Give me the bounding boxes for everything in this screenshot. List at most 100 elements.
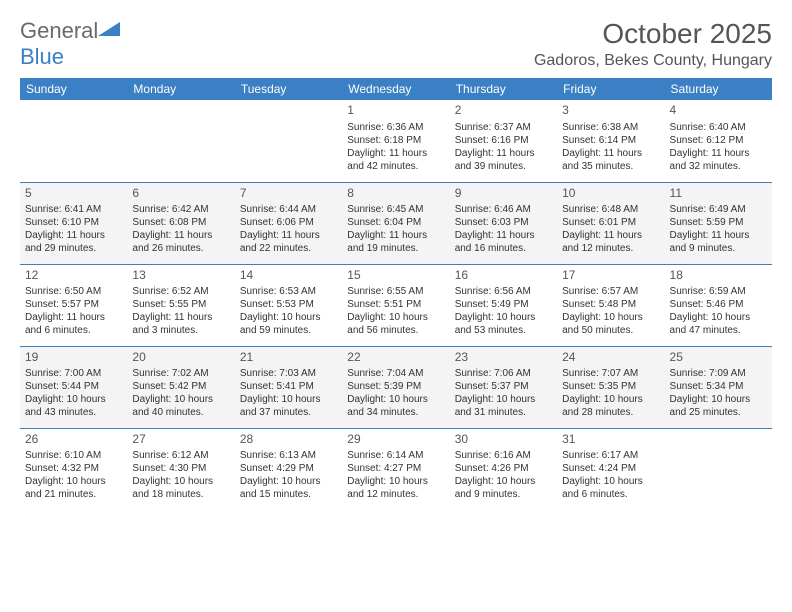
day-info: Sunrise: 6:12 AMSunset: 4:30 PMDaylight:…: [132, 449, 229, 501]
weekday-header: Sunday: [20, 78, 127, 100]
day-info: Sunrise: 6:56 AMSunset: 5:49 PMDaylight:…: [455, 285, 552, 337]
day-number: 30: [455, 432, 552, 448]
calendar-cell: [665, 428, 772, 510]
calendar-cell: 31Sunrise: 6:17 AMSunset: 4:24 PMDayligh…: [557, 428, 664, 510]
day-info: Sunrise: 6:40 AMSunset: 6:12 PMDaylight:…: [670, 121, 767, 173]
calendar-cell: 27Sunrise: 6:12 AMSunset: 4:30 PMDayligh…: [127, 428, 234, 510]
day-info: Sunrise: 6:46 AMSunset: 6:03 PMDaylight:…: [455, 203, 552, 255]
day-number: 16: [455, 268, 552, 284]
day-info: Sunrise: 6:55 AMSunset: 5:51 PMDaylight:…: [347, 285, 444, 337]
calendar-cell: 7Sunrise: 6:44 AMSunset: 6:06 PMDaylight…: [235, 182, 342, 264]
calendar-row: 26Sunrise: 6:10 AMSunset: 4:32 PMDayligh…: [20, 428, 772, 510]
day-number: 9: [455, 186, 552, 202]
logo-triangle-icon: [98, 22, 120, 38]
header: General Blue October 2025 Gadoros, Bekes…: [20, 18, 772, 70]
day-info: Sunrise: 7:02 AMSunset: 5:42 PMDaylight:…: [132, 367, 229, 419]
calendar-cell: 20Sunrise: 7:02 AMSunset: 5:42 PMDayligh…: [127, 346, 234, 428]
day-number: 5: [25, 186, 122, 202]
day-number: 7: [240, 186, 337, 202]
weekday-header: Saturday: [665, 78, 772, 100]
day-number: 1: [347, 103, 444, 119]
day-info: Sunrise: 7:03 AMSunset: 5:41 PMDaylight:…: [240, 367, 337, 419]
calendar-cell: 25Sunrise: 7:09 AMSunset: 5:34 PMDayligh…: [665, 346, 772, 428]
day-number: 14: [240, 268, 337, 284]
day-number: 25: [670, 350, 767, 366]
logo: General Blue: [20, 18, 120, 70]
calendar-header: SundayMondayTuesdayWednesdayThursdayFrid…: [20, 78, 772, 100]
day-info: Sunrise: 7:04 AMSunset: 5:39 PMDaylight:…: [347, 367, 444, 419]
day-info: Sunrise: 6:42 AMSunset: 6:08 PMDaylight:…: [132, 203, 229, 255]
calendar-cell: 3 Sunrise: 6:38 AMSunset: 6:14 PMDaylight…: [557, 100, 664, 182]
day-info: Sunrise: 6:57 AMSunset: 5:48 PMDaylight:…: [562, 285, 659, 337]
calendar-cell: 1 Sunrise: 6:36 AMSunset: 6:18 PMDaylight…: [342, 100, 449, 182]
calendar-cell: [127, 100, 234, 182]
weekday-header: Wednesday: [342, 78, 449, 100]
calendar-table: SundayMondayTuesdayWednesdayThursdayFrid…: [20, 78, 772, 510]
calendar-cell: 23Sunrise: 7:06 AMSunset: 5:37 PMDayligh…: [450, 346, 557, 428]
day-info: Sunrise: 6:44 AMSunset: 6:06 PMDaylight:…: [240, 203, 337, 255]
calendar-cell: 15Sunrise: 6:55 AMSunset: 5:51 PMDayligh…: [342, 264, 449, 346]
month-title: October 2025: [534, 18, 772, 50]
day-number: 13: [132, 268, 229, 284]
calendar-row: 1 Sunrise: 6:36 AMSunset: 6:18 PMDaylight…: [20, 100, 772, 182]
day-info: Sunrise: 7:00 AMSunset: 5:44 PMDaylight:…: [25, 367, 122, 419]
day-number: 4: [670, 103, 767, 119]
day-info: Sunrise: 7:07 AMSunset: 5:35 PMDaylight:…: [562, 367, 659, 419]
day-info: Sunrise: 6:50 AMSunset: 5:57 PMDaylight:…: [25, 285, 122, 337]
day-number: 11: [670, 186, 767, 202]
logo-word1: General: [20, 18, 98, 43]
calendar-cell: [235, 100, 342, 182]
calendar-body: 1 Sunrise: 6:36 AMSunset: 6:18 PMDaylight…: [20, 100, 772, 510]
day-number: 17: [562, 268, 659, 284]
calendar-cell: 16Sunrise: 6:56 AMSunset: 5:49 PMDayligh…: [450, 264, 557, 346]
weekday-header: Monday: [127, 78, 234, 100]
day-info: Sunrise: 6:14 AMSunset: 4:27 PMDaylight:…: [347, 449, 444, 501]
day-info: Sunrise: 6:38 AMSunset: 6:14 PMDaylight:…: [562, 121, 659, 173]
calendar-cell: 11Sunrise: 6:49 AMSunset: 5:59 PMDayligh…: [665, 182, 772, 264]
day-number: 19: [25, 350, 122, 366]
calendar-cell: 9Sunrise: 6:46 AMSunset: 6:03 PMDaylight…: [450, 182, 557, 264]
day-number: 27: [132, 432, 229, 448]
location: Gadoros, Bekes County, Hungary: [534, 52, 772, 70]
day-info: Sunrise: 6:16 AMSunset: 4:26 PMDaylight:…: [455, 449, 552, 501]
day-info: Sunrise: 6:36 AMSunset: 6:18 PMDaylight:…: [347, 121, 444, 173]
calendar-cell: 14Sunrise: 6:53 AMSunset: 5:53 PMDayligh…: [235, 264, 342, 346]
calendar-cell: 29Sunrise: 6:14 AMSunset: 4:27 PMDayligh…: [342, 428, 449, 510]
day-info: Sunrise: 6:17 AMSunset: 4:24 PMDaylight:…: [562, 449, 659, 501]
calendar-row: 12Sunrise: 6:50 AMSunset: 5:57 PMDayligh…: [20, 264, 772, 346]
calendar-cell: 5Sunrise: 6:41 AMSunset: 6:10 PMDaylight…: [20, 182, 127, 264]
logo-text: General Blue: [20, 18, 120, 70]
calendar-cell: 22Sunrise: 7:04 AMSunset: 5:39 PMDayligh…: [342, 346, 449, 428]
day-number: 20: [132, 350, 229, 366]
calendar-cell: 17Sunrise: 6:57 AMSunset: 5:48 PMDayligh…: [557, 264, 664, 346]
weekday-header: Thursday: [450, 78, 557, 100]
calendar-cell: 28Sunrise: 6:13 AMSunset: 4:29 PMDayligh…: [235, 428, 342, 510]
calendar-cell: 6Sunrise: 6:42 AMSunset: 6:08 PMDaylight…: [127, 182, 234, 264]
day-number: 2: [455, 103, 552, 119]
day-info: Sunrise: 6:10 AMSunset: 4:32 PMDaylight:…: [25, 449, 122, 501]
calendar-row: 19Sunrise: 7:00 AMSunset: 5:44 PMDayligh…: [20, 346, 772, 428]
calendar-cell: [20, 100, 127, 182]
day-info: Sunrise: 6:49 AMSunset: 5:59 PMDaylight:…: [670, 203, 767, 255]
day-info: Sunrise: 6:45 AMSunset: 6:04 PMDaylight:…: [347, 203, 444, 255]
day-info: Sunrise: 6:41 AMSunset: 6:10 PMDaylight:…: [25, 203, 122, 255]
day-number: 3: [562, 103, 659, 119]
logo-word2: Blue: [20, 44, 64, 69]
day-info: Sunrise: 7:06 AMSunset: 5:37 PMDaylight:…: [455, 367, 552, 419]
day-number: 26: [25, 432, 122, 448]
calendar-cell: 24Sunrise: 7:07 AMSunset: 5:35 PMDayligh…: [557, 346, 664, 428]
day-number: 29: [347, 432, 444, 448]
day-info: Sunrise: 6:48 AMSunset: 6:01 PMDaylight:…: [562, 203, 659, 255]
calendar-cell: 21Sunrise: 7:03 AMSunset: 5:41 PMDayligh…: [235, 346, 342, 428]
day-number: 21: [240, 350, 337, 366]
day-info: Sunrise: 6:53 AMSunset: 5:53 PMDaylight:…: [240, 285, 337, 337]
day-number: 22: [347, 350, 444, 366]
day-number: 6: [132, 186, 229, 202]
calendar-cell: 12Sunrise: 6:50 AMSunset: 5:57 PMDayligh…: [20, 264, 127, 346]
calendar-cell: 19Sunrise: 7:00 AMSunset: 5:44 PMDayligh…: [20, 346, 127, 428]
calendar-cell: 18Sunrise: 6:59 AMSunset: 5:46 PMDayligh…: [665, 264, 772, 346]
day-number: 24: [562, 350, 659, 366]
calendar-cell: 10Sunrise: 6:48 AMSunset: 6:01 PMDayligh…: [557, 182, 664, 264]
title-block: October 2025 Gadoros, Bekes County, Hung…: [534, 18, 772, 70]
weekday-header: Tuesday: [235, 78, 342, 100]
